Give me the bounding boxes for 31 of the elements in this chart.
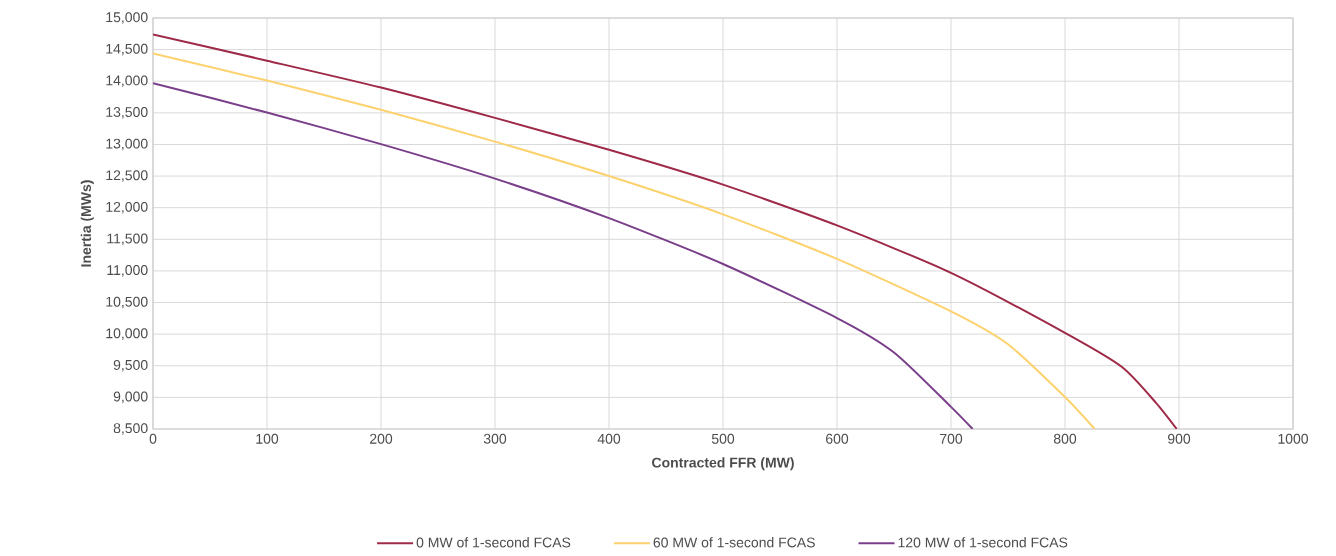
x-tick-label: 0 [149,433,157,444]
y-tick-label: 14,500 [106,43,148,56]
y-tick-label: 10,000 [106,328,148,340]
y-tick-label: 15,000 [106,12,148,24]
y-tick-label: 11,500 [107,233,148,246]
x-tick-label: 200 [370,433,393,444]
y-tick-label: 13,000 [106,138,148,151]
y-tick-label: 10,500 [106,296,148,309]
y-tick-label: 8,500 [113,423,148,435]
x-tick-label: 1000 [1278,433,1309,444]
x-tick-label: 900 [1167,433,1191,444]
y-tick-label: 14,000 [106,75,148,88]
x-tick-label: 600 [826,433,849,444]
x-tick-label: 300 [483,433,507,444]
x-tick-label: 400 [597,433,621,444]
x-tick-label: 800 [1053,433,1077,444]
y-tick-label: 12,000 [106,201,148,214]
y-tick-label: 11,000 [107,265,148,277]
x-tick-label: 100 [256,433,279,444]
y-tick-label: 13,500 [106,107,148,119]
x-tick-label: 700 [940,433,963,444]
y-tick-label: 12,500 [106,170,148,182]
x-tick-label: 500 [711,433,735,444]
line-series [153,82,974,429]
y-tick-label: 9,500 [113,359,148,372]
x-axis-title: Contracted FFR (MW) [652,457,794,471]
legend-label: 0 MW of 1-second FCAS [416,537,571,548]
legend-label: 120 MW of 1-second FCAS [898,537,1068,548]
y-axis-title: Inertia (MWs) [80,180,94,267]
y-tick-label: 9,000 [113,391,148,404]
legend-label: 60 MW of 1-second FCAS [653,537,815,548]
